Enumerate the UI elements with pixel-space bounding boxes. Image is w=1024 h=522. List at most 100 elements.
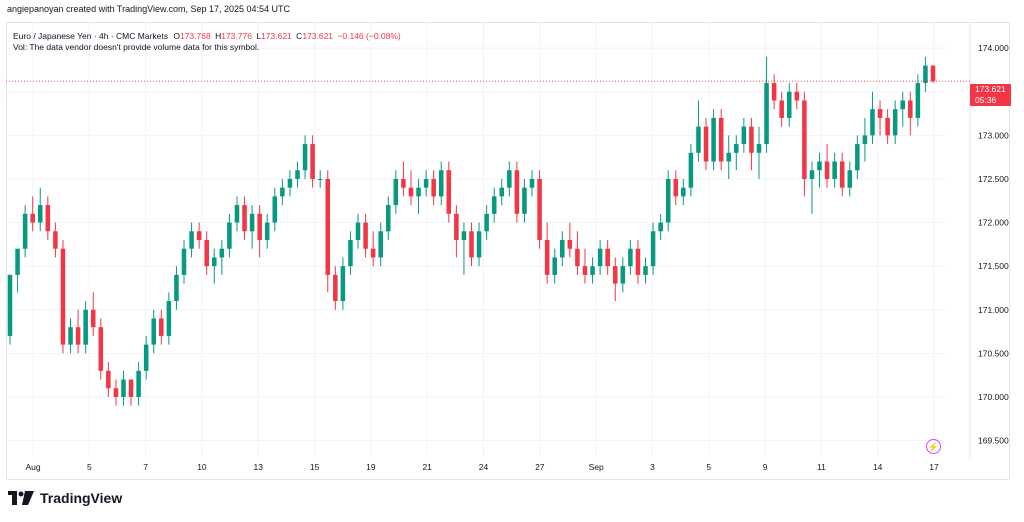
candle-down bbox=[128, 379, 134, 397]
x-tick-label: 10 bbox=[197, 462, 207, 472]
candle-up bbox=[234, 205, 240, 223]
candle-down bbox=[567, 240, 573, 249]
candle-up bbox=[522, 187, 527, 214]
candle-up bbox=[423, 178, 429, 188]
candle-down bbox=[537, 178, 542, 240]
candle-up bbox=[249, 213, 255, 232]
candle-up bbox=[832, 161, 837, 179]
close-label: C bbox=[296, 31, 303, 41]
candle-up bbox=[438, 170, 444, 197]
y-tick-label: 170.000 bbox=[978, 392, 1009, 402]
candle-up bbox=[847, 170, 853, 188]
candle-up bbox=[476, 231, 482, 258]
candle-up bbox=[22, 213, 28, 249]
candle-up bbox=[340, 266, 346, 302]
candle-up bbox=[227, 222, 232, 249]
y-tick-label: 169.500 bbox=[978, 436, 1009, 446]
low-value: 173.621 bbox=[261, 31, 292, 41]
candle-up bbox=[272, 196, 278, 223]
candle-up bbox=[121, 379, 126, 397]
x-tick-label: 5 bbox=[706, 462, 711, 472]
candle-up bbox=[378, 231, 383, 258]
candle-down bbox=[75, 327, 81, 345]
candle-up bbox=[923, 65, 928, 84]
candle-up bbox=[590, 266, 595, 275]
candle-up bbox=[68, 327, 73, 345]
close-value: 173.621 bbox=[302, 31, 334, 41]
y-tick-label: 170.500 bbox=[978, 348, 1009, 358]
chart-credit: angiepanoyan created with TradingView.co… bbox=[7, 4, 291, 14]
candle-up bbox=[855, 144, 860, 171]
candle-up bbox=[809, 170, 815, 179]
candle-down bbox=[333, 274, 338, 302]
candle-down bbox=[908, 100, 913, 118]
ohlc-legend: Euro / Japanese Yen · 4h · CMC Markets O… bbox=[13, 31, 401, 41]
open-label: O bbox=[173, 31, 180, 41]
candle-down bbox=[877, 109, 883, 118]
x-tick-label: 5 bbox=[87, 462, 92, 472]
candle-up bbox=[317, 178, 323, 180]
candle-down bbox=[196, 231, 202, 240]
candle-up bbox=[348, 240, 353, 267]
candle-up bbox=[83, 309, 88, 345]
candle-down bbox=[257, 213, 262, 240]
candle-up bbox=[870, 109, 875, 136]
candle-down bbox=[60, 248, 66, 345]
candle-down bbox=[703, 126, 709, 162]
candle-up bbox=[650, 231, 656, 267]
candle-down bbox=[98, 327, 104, 371]
candle-down bbox=[469, 231, 474, 258]
candle-up bbox=[665, 178, 671, 223]
candle-up bbox=[915, 83, 921, 118]
candle-down bbox=[401, 178, 406, 188]
candle-down bbox=[802, 100, 807, 179]
candle-down bbox=[839, 161, 845, 188]
candle-up bbox=[181, 248, 187, 275]
tradingview-logo-icon bbox=[8, 491, 34, 505]
candle-up bbox=[560, 240, 565, 258]
candle-up bbox=[529, 178, 535, 188]
candle-down bbox=[612, 266, 618, 284]
candle-up bbox=[136, 370, 141, 397]
candle-down bbox=[749, 126, 754, 153]
x-tick-label: 7 bbox=[143, 462, 148, 472]
high-value: 173.776 bbox=[221, 31, 252, 41]
x-tick-label: 11 bbox=[817, 462, 826, 472]
x-tick-label: 13 bbox=[254, 462, 264, 472]
candle-down bbox=[771, 83, 777, 101]
candle-down bbox=[310, 144, 315, 179]
candle-up bbox=[817, 161, 822, 171]
candle-up bbox=[507, 170, 512, 188]
candle-down bbox=[53, 231, 58, 249]
candle-up bbox=[295, 170, 300, 179]
lightning-icon[interactable]: ⚡ bbox=[926, 439, 941, 454]
x-tick-label: Sep bbox=[589, 462, 604, 472]
candle-up bbox=[764, 83, 769, 145]
candle-up bbox=[620, 266, 626, 284]
change-value: −0.146 (−0.08%) bbox=[337, 31, 401, 41]
tradingview-logo[interactable]: TradingView bbox=[8, 490, 122, 506]
candle-up bbox=[7, 274, 13, 336]
candle-up bbox=[174, 274, 179, 302]
candle-down bbox=[885, 117, 890, 136]
y-tick-label: 174.000 bbox=[978, 43, 1009, 53]
candle-up bbox=[280, 187, 285, 197]
volume-note: Vol: The data vendor doesn't provide vol… bbox=[13, 42, 260, 52]
candle-up bbox=[264, 222, 270, 240]
candle-up bbox=[900, 100, 906, 110]
candle-up bbox=[643, 266, 648, 275]
candle-up bbox=[151, 318, 157, 345]
y-tick-label: 171.500 bbox=[978, 261, 1009, 271]
candle-down bbox=[779, 100, 784, 118]
chart-frame bbox=[6, 22, 1010, 480]
candle-up bbox=[212, 257, 217, 267]
y-tick-label: 173.000 bbox=[978, 130, 1009, 140]
candle-up bbox=[552, 257, 557, 275]
candle-up bbox=[756, 144, 762, 153]
high-label: H bbox=[215, 31, 222, 41]
candle-up bbox=[681, 187, 686, 197]
candle-down bbox=[45, 205, 51, 232]
candle-down bbox=[582, 266, 588, 275]
open-value: 173.768 bbox=[179, 31, 211, 41]
